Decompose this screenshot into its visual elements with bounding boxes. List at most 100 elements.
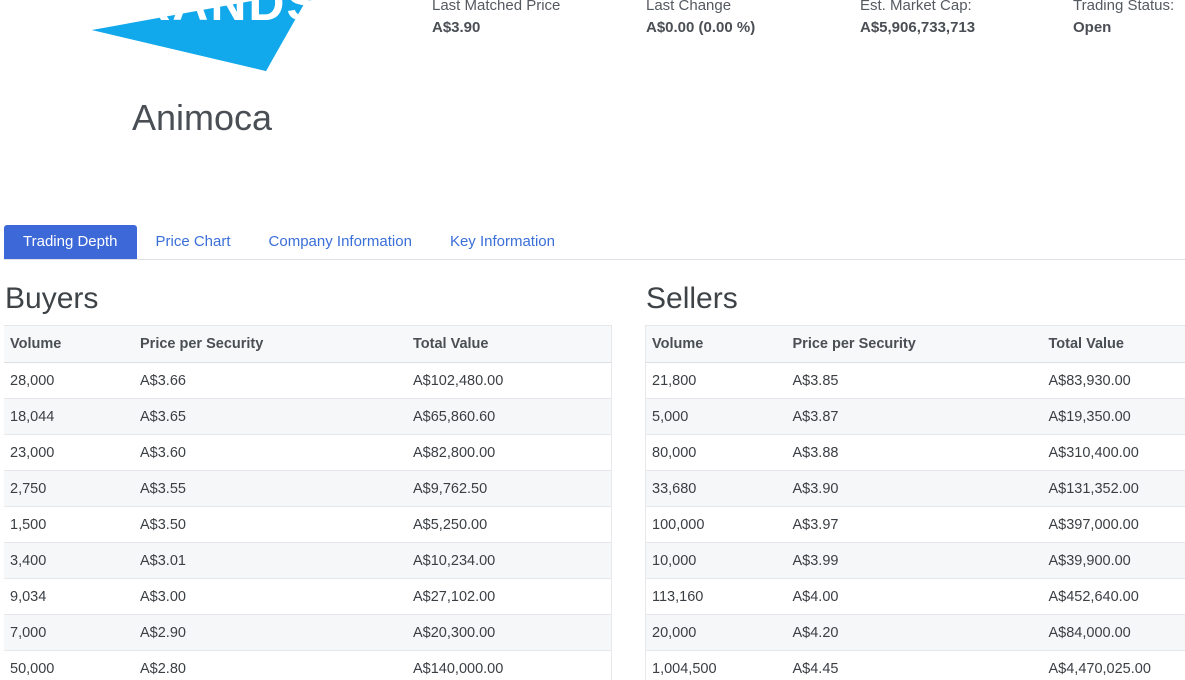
tab-trading-depth[interactable]: Trading Depth bbox=[4, 225, 137, 259]
table-row: 10,000 A$3.99 A$39,900.00 bbox=[645, 542, 1185, 579]
cell-price: A$4.20 bbox=[786, 614, 1043, 651]
table-header-row: Volume Price per Security Total Value bbox=[645, 325, 1185, 363]
cell-price: A$3.50 bbox=[134, 506, 407, 543]
cell-total-value: A$310,400.00 bbox=[1042, 434, 1185, 471]
cell-total-value: A$65,860.60 bbox=[407, 398, 612, 435]
stat-trading-status: Trading Status: Open bbox=[1073, 0, 1174, 39]
cell-volume: 7,000 bbox=[4, 614, 134, 651]
cell-volume: 23,000 bbox=[4, 434, 134, 471]
cell-volume: 1,004,500 bbox=[645, 650, 787, 680]
cell-volume: 18,044 bbox=[4, 398, 134, 435]
column-header-price: Price per Security bbox=[134, 325, 407, 363]
cell-price: A$3.60 bbox=[134, 434, 407, 471]
stat-last-change: Last Change A$0.00 (0.00 %) bbox=[646, 0, 755, 39]
cell-volume: 20,000 bbox=[645, 614, 787, 651]
table-header-row: Volume Price per Security Total Value bbox=[4, 325, 612, 363]
cell-total-value: A$102,480.00 bbox=[407, 362, 612, 399]
cell-price: A$3.00 bbox=[134, 578, 407, 615]
cell-total-value: A$19,350.00 bbox=[1042, 398, 1185, 435]
tab-company-information[interactable]: Company Information bbox=[268, 233, 412, 250]
sellers-title: Sellers bbox=[646, 282, 738, 315]
stat-value: A$0.00 (0.00 %) bbox=[646, 19, 756, 36]
buyers-table: Volume Price per Security Total Value 28… bbox=[4, 325, 612, 680]
cell-total-value: A$82,800.00 bbox=[407, 434, 612, 471]
column-header-volume: Volume bbox=[645, 325, 787, 363]
cell-volume: 9,034 bbox=[4, 578, 134, 615]
cell-price: A$2.90 bbox=[134, 614, 407, 651]
cell-price: A$4.45 bbox=[786, 650, 1043, 680]
cell-volume: 2,750 bbox=[4, 470, 134, 507]
stat-market-cap: Est. Market Cap: A$5,906,733,713 bbox=[860, 0, 975, 39]
cell-price: A$2.80 bbox=[134, 650, 407, 680]
cell-volume: 100,000 bbox=[645, 506, 787, 543]
buyers-title: Buyers bbox=[5, 282, 99, 315]
stat-label: Trading Status: bbox=[1073, 0, 1175, 14]
table-row: 23,000 A$3.60 A$82,800.00 bbox=[4, 434, 612, 471]
cell-total-value: A$452,640.00 bbox=[1042, 578, 1185, 615]
cell-volume: 10,000 bbox=[645, 542, 787, 579]
cell-volume: 5,000 bbox=[645, 398, 787, 435]
stat-label: Last Matched Price bbox=[432, 0, 561, 14]
table-row: 1,500 A$3.50 A$5,250.00 bbox=[4, 506, 612, 543]
cell-volume: 1,500 bbox=[4, 506, 134, 543]
cell-price: A$3.85 bbox=[786, 362, 1043, 399]
cell-price: A$3.65 bbox=[134, 398, 407, 435]
table-row: 20,000 A$4.20 A$84,000.00 bbox=[645, 614, 1185, 651]
cell-price: A$3.87 bbox=[786, 398, 1043, 435]
logo-image: BRANDS bbox=[92, 0, 312, 71]
table-row: 3,400 A$3.01 A$10,234.00 bbox=[4, 542, 612, 579]
tab-key-information[interactable]: Key Information bbox=[449, 233, 555, 250]
cell-total-value: A$84,000.00 bbox=[1042, 614, 1185, 651]
cell-total-value: A$20,300.00 bbox=[407, 614, 612, 651]
column-header-total: Total Value bbox=[407, 325, 612, 363]
table-row: 7,000 A$2.90 A$20,300.00 bbox=[4, 614, 612, 651]
cell-price: A$4.00 bbox=[786, 578, 1043, 615]
cell-volume: 21,800 bbox=[645, 362, 787, 399]
cell-price: A$3.66 bbox=[134, 362, 407, 399]
table-row: 50,000 A$2.80 A$140,000.00 bbox=[4, 650, 612, 680]
cell-total-value: A$27,102.00 bbox=[407, 578, 612, 615]
cell-volume: 28,000 bbox=[4, 362, 134, 399]
cell-volume: 33,680 bbox=[645, 470, 787, 507]
cell-volume: 50,000 bbox=[4, 650, 134, 680]
company-logo: BRANDS bbox=[92, 0, 312, 76]
cell-price: A$3.90 bbox=[786, 470, 1043, 507]
sellers-table: Volume Price per Security Total Value 21… bbox=[645, 325, 1185, 680]
stat-value: A$3.90 bbox=[432, 19, 481, 36]
stat-label: Est. Market Cap: bbox=[860, 0, 972, 14]
table-row: 113,160 A$4.00 A$452,640.00 bbox=[645, 578, 1185, 615]
tab-bar: Trading Depth Price Chart Company Inform… bbox=[4, 225, 1185, 260]
cell-total-value: A$397,000.00 bbox=[1042, 506, 1185, 543]
table-row: 80,000 A$3.88 A$310,400.00 bbox=[645, 434, 1185, 471]
stat-label: Last Change bbox=[646, 0, 732, 14]
table-row: 28,000 A$3.66 A$102,480.00 bbox=[4, 362, 612, 399]
tab-price-chart[interactable]: Price Chart bbox=[155, 233, 231, 250]
cell-total-value: A$9,762.50 bbox=[407, 470, 612, 507]
cell-total-value: A$10,234.00 bbox=[407, 542, 612, 579]
stat-value: Open bbox=[1073, 19, 1112, 36]
cell-price: A$3.55 bbox=[134, 470, 407, 507]
table-row: 33,680 A$3.90 A$131,352.00 bbox=[645, 470, 1185, 507]
cell-total-value: A$83,930.00 bbox=[1042, 362, 1185, 399]
table-row: 18,044 A$3.65 A$65,860.60 bbox=[4, 398, 612, 435]
cell-volume: 3,400 bbox=[4, 542, 134, 579]
cell-total-value: A$39,900.00 bbox=[1042, 542, 1185, 579]
table-row: 2,750 A$3.55 A$9,762.50 bbox=[4, 470, 612, 507]
table-row: 5,000 A$3.87 A$19,350.00 bbox=[645, 398, 1185, 435]
cell-price: A$3.01 bbox=[134, 542, 407, 579]
sellers-rows: 21,800 A$3.85 A$83,930.00 5,000 A$3.87 A$19,3… bbox=[645, 362, 1185, 680]
column-header-total: Total Value bbox=[1042, 325, 1185, 363]
cell-total-value: A$140,000.00 bbox=[407, 650, 612, 680]
column-header-volume: Volume bbox=[4, 325, 134, 363]
column-header-price: Price per Security bbox=[786, 325, 1043, 363]
cell-price: A$3.88 bbox=[786, 434, 1043, 471]
company-name: Animoca bbox=[132, 97, 273, 138]
logo-text: BRANDS bbox=[96, 0, 312, 31]
cell-total-value: A$4,470,025.00 bbox=[1042, 650, 1185, 680]
stat-last-matched-price: Last Matched Price A$3.90 bbox=[432, 0, 560, 39]
buyers-rows: 28,000 A$3.66 A$102,480.00 18,044 A$3.65 A$65… bbox=[4, 362, 612, 680]
cell-volume: 80,000 bbox=[645, 434, 787, 471]
cell-total-value: A$5,250.00 bbox=[407, 506, 612, 543]
table-row: 1,004,500 A$4.45 A$4,470,025.00 bbox=[645, 650, 1185, 680]
